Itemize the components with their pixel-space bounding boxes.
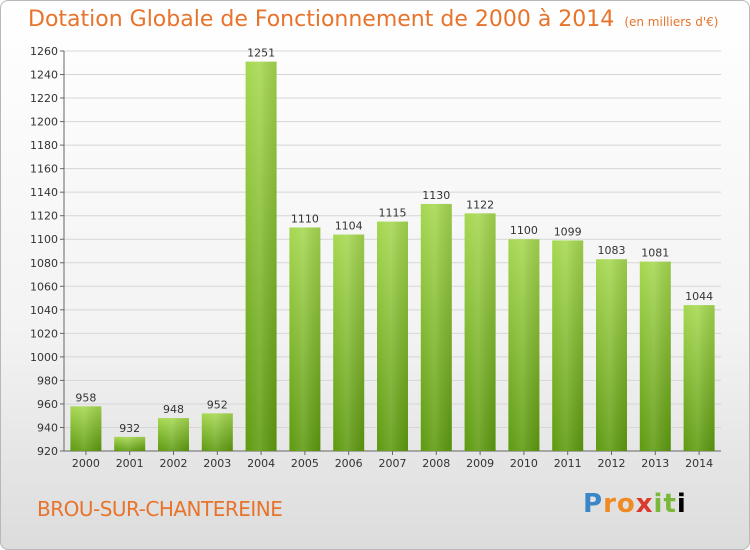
y-tick-label: 1240 (30, 69, 58, 82)
x-tick-label: 2007 (379, 457, 407, 470)
proxiti-logo: Proxiti (583, 489, 687, 519)
data-label: 1115 (379, 207, 407, 220)
x-tick-label: 2013 (641, 457, 669, 470)
x-tick-label: 2001 (116, 457, 144, 470)
bar-shade (377, 221, 408, 451)
y-tick-label: 1020 (30, 327, 58, 340)
data-label: 932 (119, 422, 140, 435)
x-tick-label: 2010 (510, 457, 538, 470)
x-tick-label: 2003 (203, 457, 231, 470)
data-label: 1110 (291, 212, 319, 225)
x-tick-label: 2008 (422, 457, 450, 470)
x-tick-label: 2009 (466, 457, 494, 470)
chart-unit-note: (en milliers d'€) (624, 15, 719, 29)
x-tick-label: 2011 (554, 457, 582, 470)
data-label: 948 (163, 403, 184, 416)
bar-shade (70, 406, 102, 451)
bar-shade (508, 239, 540, 451)
bar-shade (201, 413, 233, 451)
chart-title: Dotation Globale de Fonctionnement de 20… (28, 7, 718, 32)
x-tick-label: 2004 (247, 457, 275, 470)
data-label: 1122 (466, 198, 494, 211)
bar-shade (114, 436, 146, 451)
data-label: 1104 (335, 220, 363, 233)
data-label: 1044 (685, 290, 713, 303)
data-label: 952 (207, 398, 228, 411)
bar-shade (683, 305, 715, 451)
y-tick-label: 1160 (30, 163, 58, 176)
y-tick-label: 960 (37, 398, 58, 411)
y-tick-label: 1260 (30, 45, 58, 58)
data-label: 1099 (554, 225, 582, 238)
data-label: 1251 (247, 47, 275, 60)
y-tick-label: 1060 (30, 280, 58, 293)
y-tick-label: 1140 (30, 186, 58, 199)
y-tick-label: 1040 (30, 304, 58, 317)
x-tick-label: 2005 (291, 457, 319, 470)
x-tick-label: 2000 (72, 457, 100, 470)
y-tick-label: 1100 (30, 233, 58, 246)
bar-shade (596, 259, 627, 451)
data-label: 1083 (598, 244, 626, 257)
data-label: 1100 (510, 224, 538, 237)
y-tick-label: 1200 (30, 116, 58, 129)
bar-shade (245, 61, 277, 452)
x-tick-label: 2006 (335, 457, 363, 470)
bar-shade (158, 418, 189, 451)
data-label: 958 (75, 391, 96, 404)
y-tick-label: 940 (37, 421, 58, 434)
chart-title-text: Dotation Globale de Fonctionnement de 20… (28, 7, 615, 32)
y-tick-label: 1220 (30, 92, 58, 105)
x-tick-label: 2012 (598, 457, 626, 470)
y-tick-label: 920 (37, 445, 58, 458)
x-tick-label: 2002 (160, 457, 188, 470)
city-name: BROU-SUR-CHANTEREINE (37, 497, 283, 521)
bar-shade (333, 234, 365, 451)
bar-shade (464, 213, 496, 451)
y-tick-label: 1000 (30, 351, 58, 364)
y-tick-label: 1120 (30, 210, 58, 223)
bar-shade (639, 261, 671, 451)
bar-shade (420, 203, 452, 451)
bar-shade (552, 240, 584, 451)
data-label: 1081 (641, 247, 669, 260)
x-tick-label: 2014 (685, 457, 713, 470)
y-tick-label: 1080 (30, 257, 58, 270)
bar-layer: 958 932 948 952 1251 1110 1104 1115 1130 1122 1100… (70, 47, 715, 452)
y-tick-label: 980 (37, 374, 58, 387)
data-label: 1130 (422, 189, 450, 202)
bar-shade (289, 227, 321, 451)
y-tick-label: 1180 (30, 139, 58, 152)
